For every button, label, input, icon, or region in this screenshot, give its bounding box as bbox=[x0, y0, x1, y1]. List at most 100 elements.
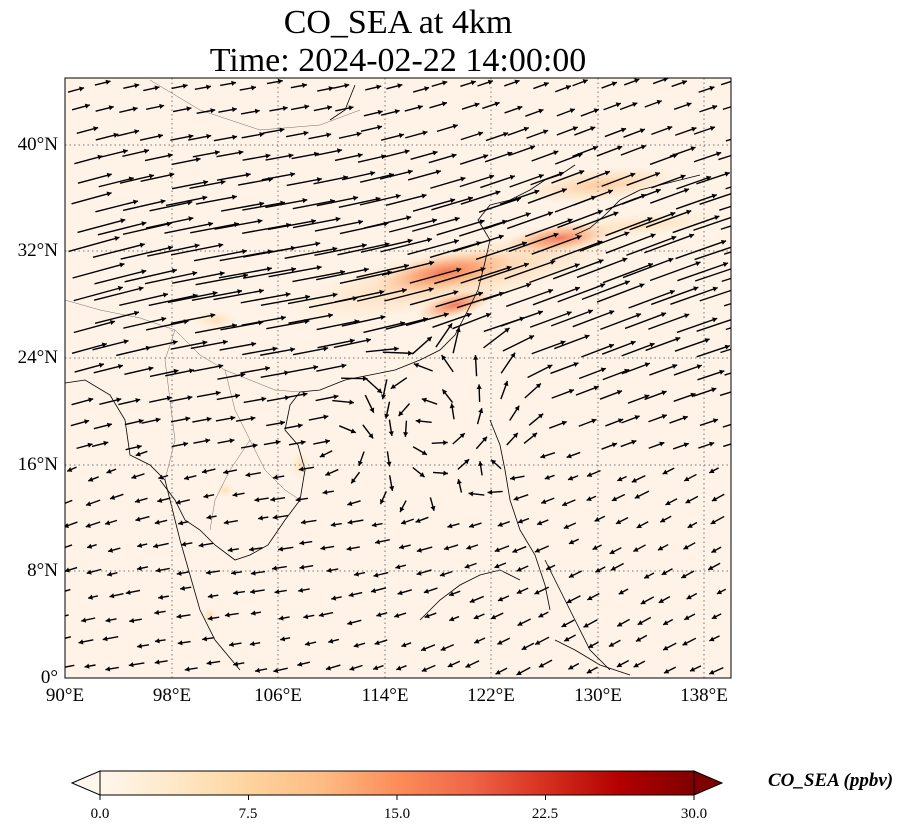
wind-vector bbox=[316, 364, 347, 372]
wind-vector-head bbox=[401, 519, 407, 525]
wind-vector bbox=[453, 234, 504, 253]
wind-vector-head bbox=[233, 661, 239, 667]
wind-vector-head bbox=[450, 198, 456, 204]
coastlines bbox=[65, 84, 701, 676]
wind-vector bbox=[649, 364, 678, 376]
wind-vector-head bbox=[272, 346, 278, 352]
wind-vector-head bbox=[370, 588, 377, 594]
wind-vector bbox=[382, 149, 410, 159]
wind-vector bbox=[651, 174, 686, 189]
wind-vector-head bbox=[657, 545, 664, 551]
wind-vector-head bbox=[466, 544, 472, 550]
wind-vector-head bbox=[229, 438, 235, 444]
wind-vector bbox=[65, 499, 73, 505]
wind-vector bbox=[719, 391, 731, 397]
wind-vector bbox=[314, 244, 367, 256]
wind-vector-head bbox=[503, 381, 509, 387]
wind-vector-head bbox=[607, 189, 613, 195]
wind-vector-head bbox=[690, 146, 696, 152]
wind-vector-head bbox=[403, 432, 409, 437]
wind-vector-head bbox=[517, 621, 523, 626]
wind-vector bbox=[123, 317, 167, 329]
wind-vector-head bbox=[566, 598, 572, 604]
wind-vector-head bbox=[443, 545, 450, 551]
wind-vector-head bbox=[561, 188, 567, 194]
wind-vector-head bbox=[523, 262, 529, 268]
wind-vector bbox=[506, 211, 554, 230]
wind-vector-head bbox=[708, 565, 714, 570]
wind-vector-head bbox=[175, 499, 181, 505]
wind-vector bbox=[242, 201, 286, 211]
wind-vector-head bbox=[401, 288, 407, 294]
wind-vector bbox=[65, 544, 73, 549]
wind-vector-head bbox=[157, 497, 163, 503]
x-tick-label: 122°E bbox=[467, 685, 515, 706]
wind-vector-head bbox=[568, 573, 575, 578]
wind-vector-head bbox=[547, 364, 553, 370]
wind-vector-head bbox=[298, 587, 304, 593]
wind-vector-head bbox=[547, 211, 553, 217]
wind-vector bbox=[359, 194, 401, 206]
wind-vector-head bbox=[302, 198, 308, 204]
wind-vector-head bbox=[447, 323, 453, 329]
wind-vector bbox=[260, 348, 296, 356]
wind-vector-head bbox=[284, 370, 290, 376]
wind-vector-head bbox=[252, 443, 258, 449]
wind-vector-head bbox=[136, 565, 142, 571]
wind-vector bbox=[316, 320, 360, 331]
wind-vector bbox=[98, 177, 134, 188]
wind-vector bbox=[191, 290, 243, 301]
wind-vector bbox=[337, 242, 390, 256]
wind-vector-head bbox=[681, 573, 687, 579]
wind-vector-head bbox=[424, 613, 430, 619]
wind-vector bbox=[221, 202, 265, 212]
wind-vector-head bbox=[158, 594, 164, 600]
wind-vector bbox=[122, 222, 172, 236]
wind-vector-head bbox=[611, 496, 618, 502]
wind-vector-head bbox=[691, 126, 697, 132]
wind-vector-head bbox=[160, 199, 166, 205]
wind-vector-head bbox=[88, 397, 94, 403]
wind-vector bbox=[428, 153, 457, 164]
wind-vector-head bbox=[482, 436, 488, 442]
wind-vector bbox=[697, 370, 725, 381]
wind-vector-head bbox=[767, 290, 772, 295]
wind-vector bbox=[288, 365, 319, 373]
y-tick-label: 8°N bbox=[27, 560, 58, 581]
wind-vector bbox=[170, 243, 224, 256]
wind-vector-head bbox=[683, 544, 689, 550]
wind-vector-head bbox=[441, 101, 447, 107]
wind-vector-head bbox=[144, 148, 149, 154]
wind-vector bbox=[359, 173, 395, 183]
wind-vector-head bbox=[347, 620, 353, 626]
wind-vector bbox=[435, 291, 484, 308]
wind-vector-head bbox=[157, 133, 163, 139]
wind-vector-head bbox=[265, 153, 271, 159]
wind-vector-head bbox=[135, 516, 141, 522]
wind-vector-head bbox=[254, 497, 260, 503]
wind-vector bbox=[92, 339, 129, 351]
wind-vector-head bbox=[85, 522, 91, 528]
wind-vector-head bbox=[521, 241, 527, 247]
wind-vector-head bbox=[303, 614, 309, 620]
wind-vector bbox=[527, 188, 567, 204]
wind-vector-head bbox=[419, 472, 425, 478]
wind-vector bbox=[292, 199, 336, 210]
wind-vector-head bbox=[291, 266, 297, 273]
wind-vector-head bbox=[245, 172, 251, 178]
wind-vector-head bbox=[447, 523, 453, 529]
wind-vector-head bbox=[184, 666, 190, 672]
wind-vector-head bbox=[538, 612, 544, 618]
wind-vector-head bbox=[357, 152, 363, 158]
wind-vector bbox=[410, 151, 438, 160]
wind-vector-head bbox=[443, 440, 448, 446]
wind-vector-head bbox=[222, 339, 228, 345]
wind-vector bbox=[385, 317, 429, 330]
wind-vector-head bbox=[460, 176, 466, 182]
wind-vector-head bbox=[116, 397, 122, 403]
wind-vector bbox=[602, 263, 654, 284]
colorbar-tick-label: 30.0 bbox=[680, 806, 708, 822]
wind-vector-head bbox=[711, 614, 718, 619]
wind-vector-head bbox=[534, 589, 540, 595]
wind-vector-head bbox=[349, 338, 355, 344]
